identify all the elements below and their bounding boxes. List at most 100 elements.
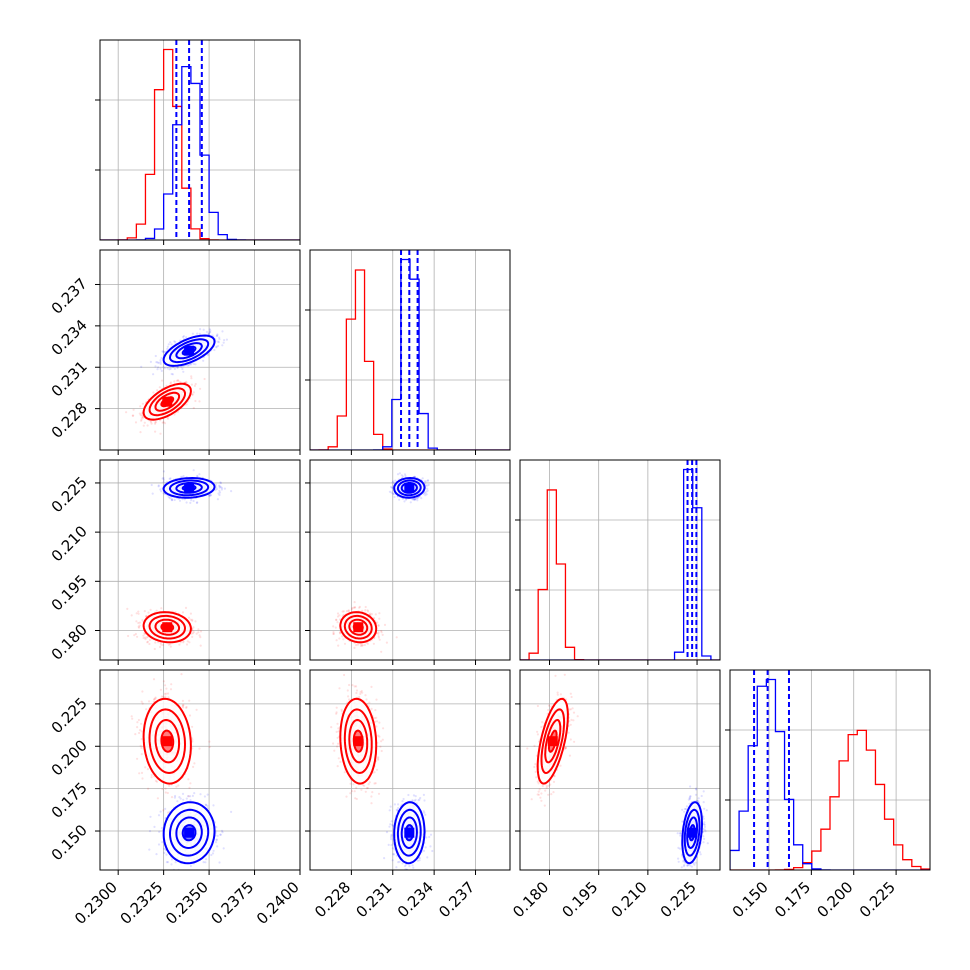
scatter-point [188, 699, 191, 702]
scatter-point [170, 343, 173, 346]
contour-line [148, 387, 186, 417]
contour-line [343, 614, 373, 640]
scatter-point [342, 610, 345, 613]
scatter-point [159, 359, 162, 362]
scatter-point [216, 334, 219, 337]
scatter-point [141, 690, 144, 693]
scatter-point [215, 487, 218, 491]
scatter-point [136, 757, 139, 760]
scatter-point [152, 391, 155, 394]
scatter-point [404, 498, 408, 501]
scatter-point [175, 379, 178, 382]
scatter-point [138, 412, 141, 415]
scatter-point [426, 479, 429, 482]
contours-1 [162, 334, 216, 367]
scatter-point [338, 618, 342, 621]
scatter-point [377, 624, 380, 628]
scatter-point [359, 644, 362, 648]
scatter-point [154, 421, 157, 424]
scatter-point [166, 367, 169, 370]
scatter-point [218, 336, 221, 339]
panel-frame [99, 39, 301, 241]
scatter-point [189, 782, 192, 785]
scatter-point [156, 389, 159, 392]
scatter-point [199, 644, 202, 647]
scatter-point [140, 746, 143, 750]
scatter-point [192, 765, 195, 769]
scatter-point [187, 616, 191, 619]
scatter-point [137, 612, 140, 615]
scatter-point [209, 331, 212, 334]
scatter-point [377, 631, 380, 634]
scatter-point [135, 620, 138, 623]
scatter-point [338, 614, 341, 617]
scatter-point [219, 481, 222, 484]
scatter-point [207, 333, 211, 336]
scatter-point [157, 366, 160, 369]
scatter-point [157, 484, 160, 487]
scatter-point [364, 605, 367, 609]
scatter-point [194, 382, 197, 386]
scatter-point [140, 730, 143, 733]
scatter-point [385, 641, 388, 644]
scatter-point [335, 618, 338, 622]
scatter-point [358, 605, 361, 608]
scatter-point [339, 632, 342, 635]
scatter-point [167, 692, 170, 695]
panel-frame [99, 459, 301, 661]
scatter-point [381, 633, 384, 637]
scatter-point [148, 638, 151, 642]
scatter-point [341, 635, 344, 638]
scatter-point [150, 776, 153, 779]
panel-content [125, 328, 228, 435]
scatter-point [196, 332, 199, 335]
scatter-point [335, 639, 338, 642]
scatter-point [155, 361, 158, 364]
density-peak [162, 622, 173, 633]
scatter-point [162, 480, 165, 484]
scatter-point [183, 498, 186, 501]
scatter-point [336, 621, 339, 624]
scatter-point [154, 365, 157, 368]
scatter-point [336, 612, 340, 615]
scatter-point [182, 474, 185, 478]
scatter-point [367, 610, 370, 613]
scatter-point [177, 784, 180, 787]
scatter-point [146, 424, 149, 427]
scatter-point [392, 480, 395, 483]
scatter-point [194, 399, 197, 403]
scatter-point [159, 362, 162, 365]
scatter-point [215, 345, 218, 348]
scatter-point [186, 640, 189, 643]
scatter-point [144, 766, 147, 769]
scatter-point [412, 498, 415, 501]
scatter-point [214, 488, 217, 492]
scatter-point [426, 484, 429, 487]
scatter-point [185, 501, 188, 504]
scatter-point [192, 631, 195, 634]
scatter-point [423, 480, 426, 483]
scatter-point [185, 381, 188, 384]
scatter-point [152, 373, 155, 376]
scatter-point [225, 338, 228, 341]
scatter-point [345, 610, 348, 613]
panel-content [126, 469, 233, 651]
scatter-point [161, 350, 164, 353]
scatter-point [173, 380, 176, 383]
scatter-point [163, 367, 166, 370]
scatter-point [162, 350, 165, 353]
scatter-point [197, 628, 200, 631]
scatter-point [165, 384, 168, 387]
panel-1-0 [95, 249, 301, 455]
scatter-point [166, 417, 170, 420]
scatter-point [332, 632, 335, 636]
scatter-point [160, 490, 163, 493]
density-peak [184, 345, 195, 356]
scatter-point [409, 501, 412, 504]
scatter-point [140, 419, 143, 422]
scatter-point [199, 328, 202, 331]
panel-2-1 [305, 459, 511, 665]
scatter-point [369, 612, 372, 615]
contours-1 [393, 476, 426, 499]
scatter-point [167, 343, 170, 346]
